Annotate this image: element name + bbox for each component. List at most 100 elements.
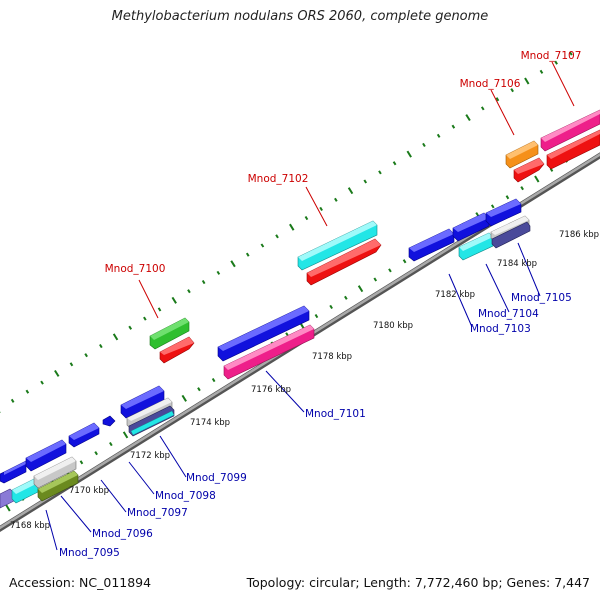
gene-cyan-c[interactable] (458, 232, 494, 261)
scale-minor-tick (490, 204, 495, 209)
gene-blue-edge-a[interactable] (0, 460, 27, 484)
scale-minor-tick (520, 186, 524, 191)
scale-major-tick (347, 187, 354, 195)
label-mnod-7096[interactable]: Mnod_7096 (92, 528, 153, 540)
kbp-label-7170: 7170 kbp (69, 486, 109, 496)
gene-slate-b[interactable] (491, 221, 531, 249)
label-mnod-7103[interactable]: Mnod_7103 (470, 323, 531, 335)
scale-major-tick (289, 223, 295, 231)
gene-blue-f[interactable] (452, 212, 490, 242)
gene-blue-b[interactable] (25, 439, 67, 472)
gene-blue-tiny[interactable] (102, 415, 116, 427)
scale-minor-tick (99, 343, 103, 349)
scale-minor-tick (314, 313, 319, 319)
genome-title: Methylobacterium nodulans ORS 2060, comp… (111, 9, 489, 24)
scale-minor-tick (344, 295, 348, 300)
scale-minor-tick (260, 243, 265, 248)
scale-major-tick (406, 150, 412, 158)
scale-minor-tick (363, 179, 368, 184)
scale-major-tick (171, 296, 177, 304)
gene-mnod-7106[interactable] (505, 140, 539, 169)
scale-minor-tick (480, 106, 485, 111)
gene-labels: Mnod_7100 Mnod_7102 Mnod_7106 Mnod_7107 … (59, 50, 581, 559)
gene-red-edge[interactable] (546, 129, 600, 170)
scale-minor-tick (304, 215, 309, 221)
scale-minor-tick (69, 362, 74, 367)
gene-blue-c[interactable] (68, 422, 100, 448)
scale-minor-tick (510, 88, 514, 93)
label-mnod-7098[interactable]: Mnod_7098 (155, 490, 216, 502)
genes-value: 7,447 (554, 575, 590, 590)
scale-major-tick (534, 175, 540, 183)
scale-minor-tick (319, 206, 323, 212)
scale-minor-tick (495, 97, 500, 102)
scale-minor-tick (539, 69, 544, 74)
scale-minor-tick (275, 234, 279, 239)
gene-blue-g[interactable] (485, 198, 522, 227)
label-mnod-7100[interactable]: Mnod_7100 (105, 263, 166, 275)
topology-value: circular (309, 575, 356, 590)
scale-minor-tick (436, 133, 441, 138)
scale-minor-tick (402, 259, 407, 264)
topology-label: Topology: (246, 575, 306, 590)
label-mnod-7102[interactable]: Mnod_7102 (248, 173, 309, 185)
label-mnod-7105[interactable]: Mnod_7105 (511, 292, 572, 304)
label-mnod-7099[interactable]: Mnod_7099 (186, 472, 247, 484)
scale-major-tick (54, 369, 60, 377)
scale-major-tick (5, 504, 11, 512)
gene-cyan-b[interactable] (130, 410, 175, 436)
scale-major-tick (181, 394, 187, 402)
gene-mnod-7107[interactable] (540, 109, 600, 152)
scale-minor-tick (245, 252, 250, 257)
gene-gray-a[interactable] (33, 456, 77, 489)
label-mnod-7095[interactable]: Mnod_7095 (59, 547, 120, 559)
kbp-label-7186: 7186 kbp (559, 230, 599, 240)
accession-label: Accession: (9, 575, 76, 590)
scale-ticks (0, 51, 583, 512)
scale-major-tick (524, 77, 530, 85)
gene-olive[interactable] (37, 470, 79, 502)
gene-red-small-b[interactable] (513, 157, 545, 183)
gene-mnod-7101[interactable] (223, 324, 315, 380)
genes-label: Genes: (506, 575, 551, 590)
scale-minor-tick (216, 270, 221, 275)
scale-minor-tick (392, 161, 397, 166)
scale-minor-tick (388, 268, 392, 273)
scale-minor-tick (211, 377, 216, 383)
gene-blue-e[interactable] (408, 228, 455, 262)
scale-minor-tick (329, 304, 333, 310)
length-label: Length: (363, 575, 411, 590)
kbp-label-7182: 7182 kbp (435, 290, 475, 300)
label-mnod-7106[interactable]: Mnod_7106 (460, 78, 521, 90)
gene-red-large[interactable] (306, 238, 382, 286)
label-mnod-7107[interactable]: Mnod_7107 (521, 50, 582, 62)
scale-minor-tick (197, 387, 201, 392)
scale-minor-tick (109, 441, 113, 447)
leader-lines (45, 61, 575, 551)
scale-labels: 7168 kbp 7170 kbp 7172 kbp 7174 kbp 7176… (10, 230, 599, 531)
scale-major-tick (112, 333, 119, 341)
scale-minor-tick (157, 307, 162, 312)
accession-info: Accession: NC_011894 (9, 575, 151, 590)
label-mnod-7097[interactable]: Mnod_7097 (127, 507, 188, 519)
kbp-label-7178: 7178 kbp (312, 352, 352, 362)
label-mnod-7104[interactable]: Mnod_7104 (478, 308, 539, 320)
kbp-label-7172: 7172 kbp (130, 451, 170, 461)
accession-value: NC_011894 (79, 575, 152, 590)
scale-major-tick (357, 285, 364, 293)
genome-stats: Topology: circular; Length: 7,772,460 bp… (246, 575, 590, 590)
scale-minor-tick (84, 353, 88, 358)
gene-red-small-a[interactable] (159, 336, 195, 364)
kbp-label-7180: 7180 kbp (373, 321, 413, 331)
gene-mnod-7102[interactable] (297, 220, 378, 271)
scale-major-tick (230, 260, 236, 268)
scale-minor-tick (505, 195, 510, 200)
gene-mnod-7100[interactable] (149, 317, 190, 350)
scale-minor-tick (79, 460, 84, 465)
scale-major-tick (465, 114, 471, 122)
scale-minor-tick (378, 170, 382, 175)
kbp-label-7176: 7176 kbp (251, 385, 291, 395)
length-value: 7,772,460 bp (414, 575, 499, 590)
gene-blue-large[interactable] (217, 305, 310, 362)
label-mnod-7101[interactable]: Mnod_7101 (305, 408, 366, 420)
